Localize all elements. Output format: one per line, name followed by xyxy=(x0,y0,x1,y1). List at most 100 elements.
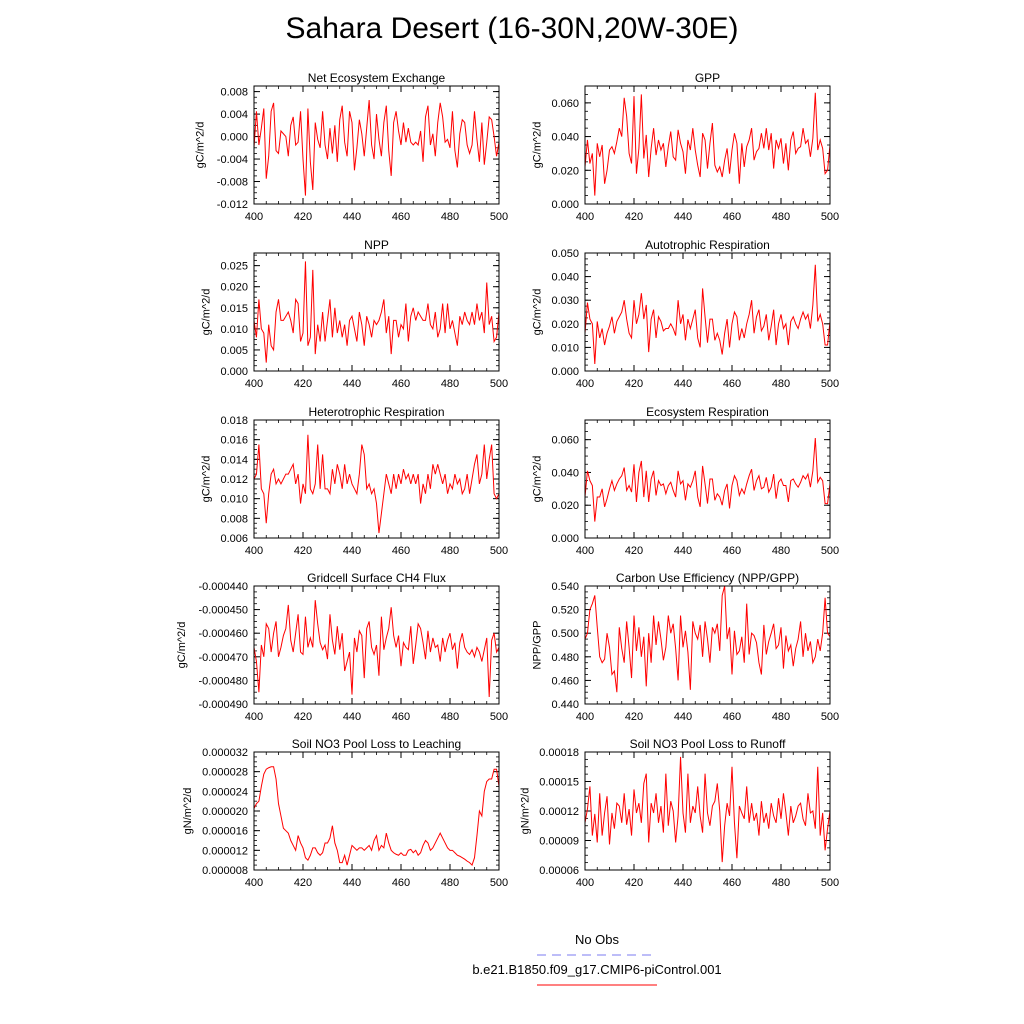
x-tick-label: 420 xyxy=(294,877,312,889)
plot-frame xyxy=(253,585,500,705)
x-tick-label: 480 xyxy=(441,211,459,223)
plot-frame xyxy=(584,419,831,539)
y-tick-label: 0.460 xyxy=(551,675,579,687)
y-tick-label: 0.050 xyxy=(551,248,579,260)
x-tick-label: 460 xyxy=(723,545,741,557)
y-tick-label: 0.010 xyxy=(220,324,248,336)
x-tick-label: 480 xyxy=(772,877,790,889)
chart-panel: 400 420 440 460 480 500 -0.000490 -0.000480 -0.0… xyxy=(176,571,508,723)
x-tick-label: 400 xyxy=(245,211,263,223)
x-tick-label: 460 xyxy=(723,877,741,889)
y-tick-label: -0.000480 xyxy=(198,675,248,687)
x-tick-label: 500 xyxy=(490,378,508,390)
y-tick-label: -0.012 xyxy=(217,199,248,211)
x-tick-label: 480 xyxy=(772,711,790,723)
y-axis-label: gC/m^2/d xyxy=(532,122,544,169)
y-axis-label: gC/m^2/d xyxy=(201,289,213,336)
x-tick-label: 420 xyxy=(294,211,312,223)
x-tick-label: 480 xyxy=(441,378,459,390)
x-tick-label: 460 xyxy=(392,711,410,723)
y-tick-label: 0.030 xyxy=(551,295,579,307)
plot-frame xyxy=(584,85,831,205)
x-tick-label: 440 xyxy=(343,711,361,723)
chart-panel: 400 420 440 460 480 500 0.000 0.020 0.040 0.060 gC… xyxy=(532,71,840,223)
x-tick-label: 440 xyxy=(343,378,361,390)
series-line xyxy=(253,766,500,867)
plot-frame xyxy=(584,252,831,372)
plot-frame xyxy=(253,252,500,372)
chart-panel: 400 420 440 460 480 500 0.440 0.460 0.480 0.500 0.… xyxy=(532,571,840,723)
y-tick-label: 0.008 xyxy=(220,513,248,525)
x-tick-label: 480 xyxy=(441,711,459,723)
y-tick-label: 0.520 xyxy=(551,605,579,617)
x-tick-label: 400 xyxy=(576,711,594,723)
x-tick-label: 400 xyxy=(245,877,263,889)
series-line xyxy=(253,261,500,363)
series-line xyxy=(584,585,831,693)
x-tick-label: 400 xyxy=(576,877,594,889)
x-tick-label: 420 xyxy=(625,545,643,557)
chart-title: Carbon Use Efficiency (NPP/GPP) xyxy=(616,571,799,585)
series-line xyxy=(253,600,500,697)
y-tick-label: 0.006 xyxy=(220,533,248,545)
x-tick-label: 440 xyxy=(674,378,692,390)
x-tick-label: 440 xyxy=(674,711,692,723)
chart-title: Heterotrophic Respiration xyxy=(308,405,444,419)
x-tick-label: 420 xyxy=(294,711,312,723)
chart-title: NPP xyxy=(364,238,389,252)
x-tick-label: 500 xyxy=(821,545,839,557)
x-tick-label: 500 xyxy=(490,877,508,889)
y-tick-label: -0.008 xyxy=(217,177,248,189)
chart-panel: 400 420 440 460 480 500 0.000008 0.000012 0.0000… xyxy=(182,737,508,889)
x-tick-label: 440 xyxy=(674,545,692,557)
x-tick-label: 480 xyxy=(441,545,459,557)
x-tick-label: 460 xyxy=(723,211,741,223)
y-axis-label: NPP/GPP xyxy=(532,621,544,670)
x-tick-label: 500 xyxy=(490,711,508,723)
x-tick-label: 480 xyxy=(772,378,790,390)
y-tick-label: 0.025 xyxy=(220,261,248,273)
x-tick-label: 400 xyxy=(576,545,594,557)
x-tick-label: 460 xyxy=(392,378,410,390)
y-tick-label: 0.060 xyxy=(551,435,579,447)
plot-frame xyxy=(253,751,500,871)
series-line xyxy=(584,437,831,522)
chart-panel: 400 420 440 460 480 500 0.000 0.020 0.040 0.060 gC… xyxy=(532,405,840,557)
chart-title: Soil NO3 Pool Loss to Runoff xyxy=(630,737,787,751)
plot-frame xyxy=(253,85,500,205)
y-axis-label: gC/m^2/d xyxy=(532,289,544,336)
chart-panel: 400 420 440 460 480 500 -0.012 -0.008 -0.004 0.00… xyxy=(194,71,508,223)
x-tick-label: 440 xyxy=(674,877,692,889)
x-tick-label: 420 xyxy=(625,211,643,223)
y-tick-label: 0.014 xyxy=(220,454,248,466)
y-tick-label: 0.004 xyxy=(220,109,248,121)
figure-title: Sahara Desert (16-30N,20W-30E) xyxy=(285,12,739,45)
x-tick-label: 460 xyxy=(723,711,741,723)
x-tick-label: 500 xyxy=(490,211,508,223)
y-tick-label: 0.00015 xyxy=(539,777,579,789)
y-tick-label: 0.000 xyxy=(220,132,248,144)
y-tick-label: 0.540 xyxy=(551,581,579,593)
y-tick-label: 0.00018 xyxy=(539,747,579,759)
y-tick-label: 0.440 xyxy=(551,699,579,711)
legend-obs-label: No Obs xyxy=(574,932,620,947)
x-tick-label: 480 xyxy=(441,877,459,889)
y-tick-label: 0.480 xyxy=(551,652,579,664)
x-tick-label: 440 xyxy=(343,545,361,557)
y-tick-label: -0.000450 xyxy=(198,605,248,617)
x-tick-label: 460 xyxy=(392,545,410,557)
chart-panel: 400 420 440 460 480 500 0.00006 0.00009 0.00012 0… xyxy=(519,737,839,889)
series-line xyxy=(584,92,831,196)
x-tick-label: 420 xyxy=(625,877,643,889)
x-tick-label: 420 xyxy=(294,378,312,390)
y-tick-label: 0.000 xyxy=(551,366,579,378)
chart-panel: 400 420 440 460 480 500 0.000 0.010 0.020 0.030 0.… xyxy=(532,238,840,390)
x-tick-label: 420 xyxy=(625,711,643,723)
y-axis-label: gN/m^2/d xyxy=(519,788,531,835)
y-tick-label: 0.000012 xyxy=(202,845,248,857)
y-tick-label: -0.000460 xyxy=(198,628,248,640)
y-axis-label: gC/m^2/d xyxy=(194,122,206,169)
plot-frame xyxy=(584,751,831,871)
x-tick-label: 440 xyxy=(343,211,361,223)
x-tick-label: 460 xyxy=(723,378,741,390)
